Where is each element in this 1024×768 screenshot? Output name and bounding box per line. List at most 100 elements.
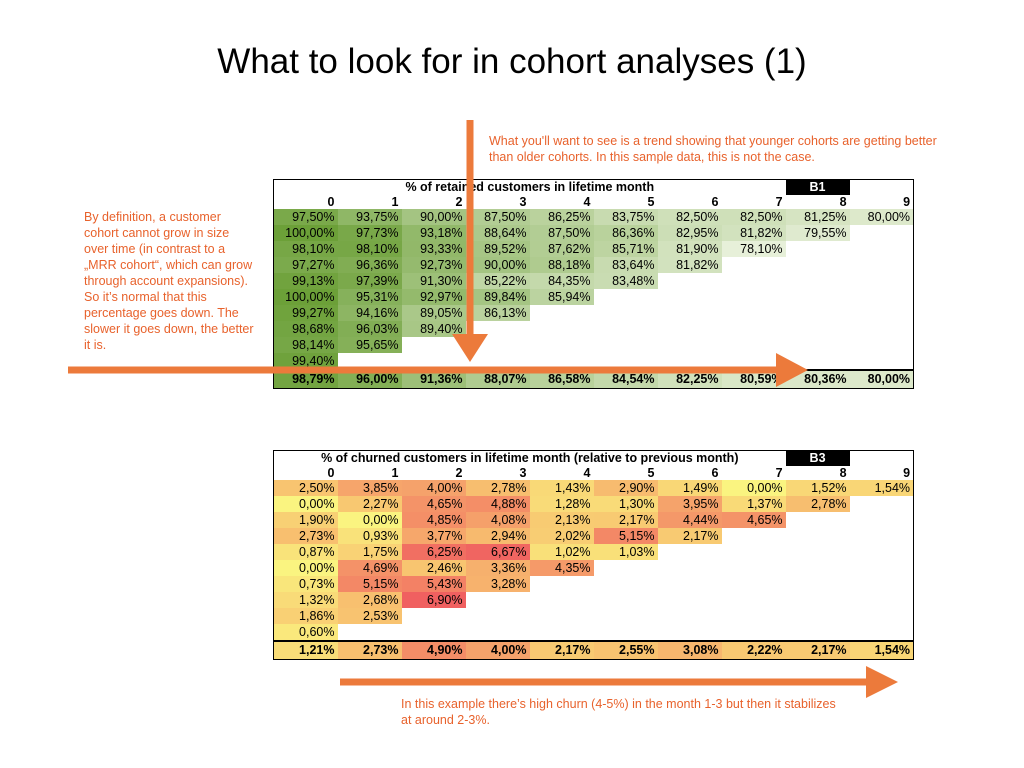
- table-cell: 100,00%: [273, 225, 338, 241]
- table-cell: 98,10%: [273, 241, 338, 257]
- empty-cell: [466, 353, 530, 370]
- table-header-row: 0 1 2 3 4 5 6 7 8 9: [274, 466, 914, 480]
- table-cell: 99,13%: [273, 273, 338, 289]
- table-cell: 100,00%: [273, 289, 338, 305]
- annotation-cohort-size: By definition, a customer cohort cannot …: [84, 210, 254, 352]
- empty-cell: [594, 608, 658, 624]
- empty-cell: [402, 337, 466, 353]
- empty-cell: [658, 289, 722, 305]
- empty-cell: [786, 576, 850, 592]
- table-cell: 4,85%: [401, 512, 466, 528]
- table-cell: 97,27%: [273, 257, 338, 273]
- column-header: 0: [327, 466, 335, 480]
- table-cell: 82,50%: [721, 209, 786, 225]
- table-cell: 82,95%: [657, 225, 722, 241]
- table-cell: 87,50%: [529, 225, 594, 241]
- empty-cell: [594, 321, 658, 337]
- empty-cell: [594, 592, 658, 608]
- table-cell: 0,87%: [273, 544, 338, 560]
- table-cell: 98,68%: [273, 321, 338, 337]
- table-cell: 1,28%: [529, 496, 594, 512]
- empty-cell: [658, 273, 722, 289]
- empty-cell: [658, 560, 722, 576]
- table-cell: 81,90%: [657, 241, 722, 257]
- empty-cell: [850, 337, 914, 353]
- empty-cell: [786, 353, 850, 370]
- empty-cell: [786, 560, 850, 576]
- empty-cell: [722, 305, 786, 321]
- table-cell: 84,35%: [529, 273, 594, 289]
- empty-cell: [594, 624, 658, 641]
- annotation-younger-cohorts: What you'll want to see is a trend showi…: [489, 134, 937, 164]
- column-header: 6: [711, 195, 719, 209]
- table-header-row: 0 1 2 3 4 5 6 7 8 9: [274, 195, 914, 209]
- table-cell: 93,18%: [401, 225, 466, 241]
- table-row: 100,00% 97,73% 93,18% 88,64% 87,50% 86,36% 82,…: [273, 225, 914, 241]
- table-cell: 81,25%: [785, 209, 850, 225]
- column-header: 9: [903, 195, 911, 209]
- table-cell: 90,00%: [465, 257, 530, 273]
- table-cell: 1,37%: [721, 496, 786, 512]
- table-cell: 1,54%: [849, 480, 914, 496]
- table-cell: 4,88%: [465, 496, 530, 512]
- table-cell: 2,13%: [529, 512, 594, 528]
- churned-customers-table: % of churned customers in lifetime month…: [273, 450, 915, 660]
- empty-cell: [786, 608, 850, 624]
- empty-cell: [594, 305, 658, 321]
- table-cell: 95,65%: [337, 337, 402, 353]
- table-cell: 80,00%: [849, 209, 914, 225]
- table-row: 0,00% 2,27% 4,65% 4,88% 1,28% 1,30% 3,95% 1,37%…: [273, 496, 914, 512]
- empty-cell: [786, 273, 850, 289]
- table-cell: 2,53%: [337, 608, 402, 624]
- column-header: 8: [839, 466, 847, 480]
- column-header: 5: [647, 466, 655, 480]
- empty-cell: [658, 337, 722, 353]
- empty-cell: [338, 353, 402, 370]
- empty-cell: [722, 337, 786, 353]
- summary-cell: 84,54%: [593, 369, 658, 389]
- table-cell: 1,90%: [273, 512, 338, 528]
- summary-cell: 80,00%: [849, 369, 914, 389]
- empty-cell: [658, 321, 722, 337]
- table-tag: B1: [785, 179, 850, 195]
- table-cell: 0,00%: [273, 496, 338, 512]
- summary-cell: 3,08%: [657, 640, 722, 660]
- summary-cell: 2,17%: [785, 640, 850, 660]
- empty-cell: [722, 544, 786, 560]
- retained-customers-table: % of retained customers in lifetime mont…: [273, 179, 915, 389]
- table-cell: 97,39%: [337, 273, 402, 289]
- table-cell: 86,13%: [465, 305, 530, 321]
- table-cell: 85,94%: [529, 289, 594, 305]
- table-caption: % of churned customers in lifetime month…: [321, 451, 739, 465]
- table-cell: 1,30%: [593, 496, 658, 512]
- slide-title: What to look for in cohort analyses (1): [217, 42, 807, 81]
- empty-cell: [722, 289, 786, 305]
- summary-cell: 88,07%: [465, 369, 530, 389]
- table-cell: 99,40%: [273, 353, 338, 370]
- table-cell: 97,73%: [337, 225, 402, 241]
- summary-cell: 91,36%: [401, 369, 466, 389]
- empty-cell: [850, 257, 914, 273]
- table-cell: 0,60%: [273, 624, 338, 641]
- empty-cell: [722, 321, 786, 337]
- empty-cell: [658, 353, 722, 370]
- table-cell: 85,71%: [593, 241, 658, 257]
- empty-cell: [722, 353, 786, 370]
- empty-cell: [850, 289, 914, 305]
- summary-cell: 2,22%: [721, 640, 786, 660]
- summary-cell: 4,90%: [401, 640, 466, 660]
- summary-cell: 82,25%: [657, 369, 722, 389]
- column-header: 3: [519, 195, 527, 209]
- table-row: 0,87% 1,75% 6,25% 6,67% 1,02% 1,03%: [273, 544, 914, 560]
- empty-cell: [658, 576, 722, 592]
- empty-cell: [722, 560, 786, 576]
- table-cell: 96,36%: [337, 257, 402, 273]
- empty-cell: [850, 353, 914, 370]
- table-cell: 0,93%: [337, 528, 402, 544]
- table-cell: 4,65%: [401, 496, 466, 512]
- table-cell: 89,05%: [401, 305, 466, 321]
- empty-cell: [850, 305, 914, 321]
- table-cell: 88,18%: [529, 257, 594, 273]
- table-cell: 97,50%: [273, 209, 338, 225]
- column-header: 7: [775, 195, 783, 209]
